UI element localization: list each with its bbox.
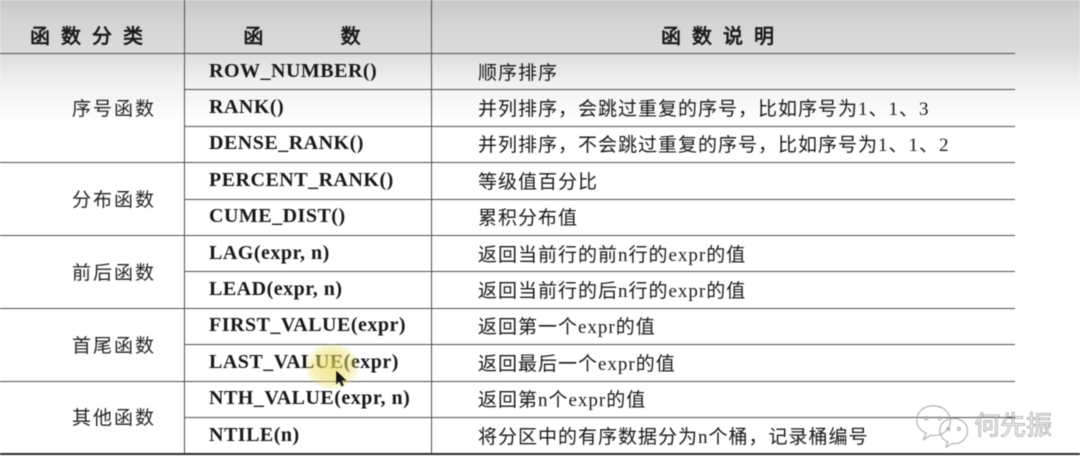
svg-text:何先振: 何先振	[974, 412, 1052, 441]
